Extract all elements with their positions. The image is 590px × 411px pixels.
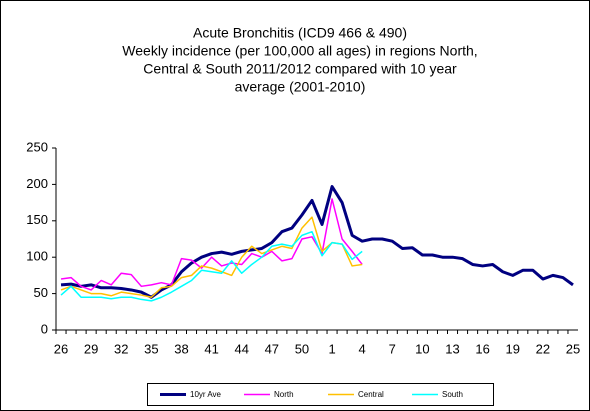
- x-tick-label: 44: [234, 341, 248, 356]
- legend-label: 10yr Ave: [190, 390, 222, 399]
- x-tick-label: 10: [415, 341, 429, 356]
- legend-label: North: [274, 390, 294, 399]
- x-tick-label: 7: [389, 341, 396, 356]
- y-tick-label: 150: [26, 212, 48, 227]
- x-tick-label: 22: [536, 341, 550, 356]
- x-tick-label: 41: [204, 341, 218, 356]
- x-tick-label: 35: [144, 341, 158, 356]
- x-tick-label: 29: [84, 341, 98, 356]
- y-tick-label: 50: [34, 285, 48, 300]
- x-tick-label: 38: [174, 341, 188, 356]
- series-line: [60, 185, 574, 299]
- y-tick-label: 100: [26, 249, 48, 264]
- series-line: [60, 198, 363, 291]
- series-line: [60, 230, 363, 302]
- x-tick-label: 26: [54, 341, 68, 356]
- x-tick-label: 13: [445, 341, 459, 356]
- x-tick-label: 47: [265, 341, 279, 356]
- series-line: [60, 216, 363, 298]
- chart-title: Weekly incidence (per 100,000 all ages) …: [122, 43, 477, 59]
- x-tick-label: 1: [328, 341, 335, 356]
- chart-title: Central & South 2011/2012 compared with …: [143, 61, 457, 77]
- y-tick-label: 0: [41, 321, 48, 336]
- chart-title: average (2001-2010): [235, 79, 366, 95]
- legend-label: South: [442, 390, 463, 399]
- y-tick-label: 200: [26, 176, 48, 191]
- x-tick-label: 32: [114, 341, 128, 356]
- x-tick-label: 25: [566, 341, 580, 356]
- x-tick-label: 4: [359, 341, 366, 356]
- legend-label: Central: [358, 390, 384, 399]
- legend: [147, 383, 494, 406]
- x-tick-label: 50: [295, 341, 309, 356]
- y-tick-label: 250: [26, 139, 48, 154]
- x-tick-label: 16: [475, 341, 489, 356]
- chart-title: Acute Bronchitis (ICD9 466 & 490): [193, 25, 407, 41]
- x-tick-label: 19: [506, 341, 520, 356]
